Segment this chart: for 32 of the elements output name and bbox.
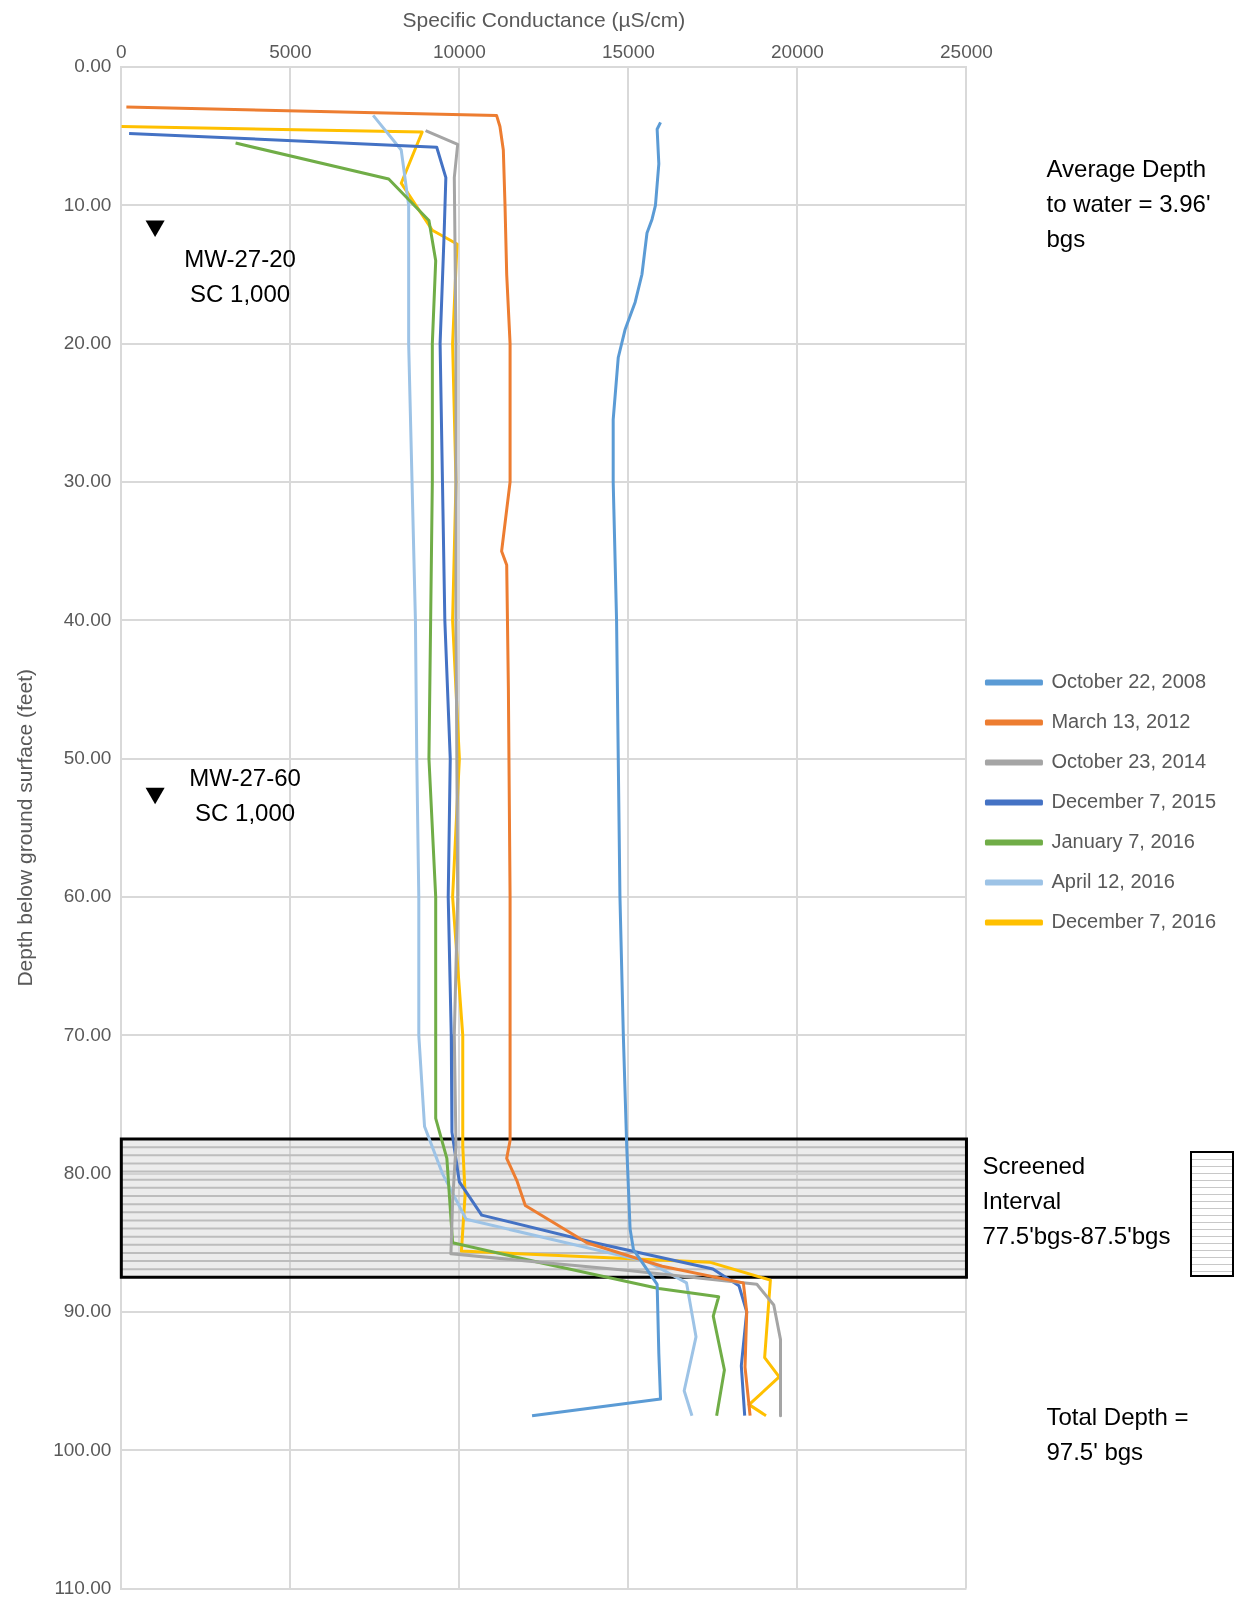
y-tick-label: 100.00 xyxy=(53,1438,112,1460)
y-tick-label: 70.00 xyxy=(63,1023,112,1045)
y-tick-label: 0.00 xyxy=(74,55,112,77)
legend-label: March 13, 2012 xyxy=(1051,710,1191,733)
text: Total Depth = 97.5' bgs xyxy=(1046,1402,1189,1465)
legend-label: April 12, 2016 xyxy=(1051,870,1175,893)
legend-label: October 22, 2008 xyxy=(1051,670,1207,693)
x-tick-label: 15000 xyxy=(601,40,655,62)
x-tick-label: 10000 xyxy=(432,40,486,62)
legend-label: January 7, 2016 xyxy=(1051,830,1195,853)
y-tick-label: 90.00 xyxy=(63,1300,112,1322)
x-axis-title: Specific Conductance (µS/cm) xyxy=(402,8,686,32)
legend-label: December 7, 2016 xyxy=(1051,910,1217,933)
y-axis-title: Depth below ground surface (feet) xyxy=(13,669,37,987)
y-tick-label: 10.00 xyxy=(63,193,112,215)
y-tick-label: 60.00 xyxy=(63,885,112,907)
legend-label: December 7, 2015 xyxy=(1051,790,1217,813)
y-tick-label: 30.00 xyxy=(63,470,112,492)
annotation: MW-27-60 SC 1,000 xyxy=(189,763,301,826)
y-tick-label: 40.00 xyxy=(63,608,112,630)
x-tick-label: 5000 xyxy=(269,40,312,62)
x-tick-label: 20000 xyxy=(771,40,824,62)
y-tick-label: 20.00 xyxy=(63,331,112,353)
y-tick-label: 80.00 xyxy=(63,1161,112,1183)
x-tick-label: 0 xyxy=(116,40,127,62)
text: Average Depth to water = 3.96' bgs xyxy=(1046,154,1211,252)
annotation: MW-27-20 SC 1,000 xyxy=(184,244,296,307)
x-tick-label: 25000 xyxy=(940,40,993,62)
y-tick-label: 50.00 xyxy=(63,746,112,768)
band-label: Screened Interval 77.5'bgs-87.5'bgs xyxy=(982,1152,1171,1250)
legend-label: October 23, 2014 xyxy=(1051,750,1207,773)
y-tick-label: 110.00 xyxy=(54,1576,112,1598)
